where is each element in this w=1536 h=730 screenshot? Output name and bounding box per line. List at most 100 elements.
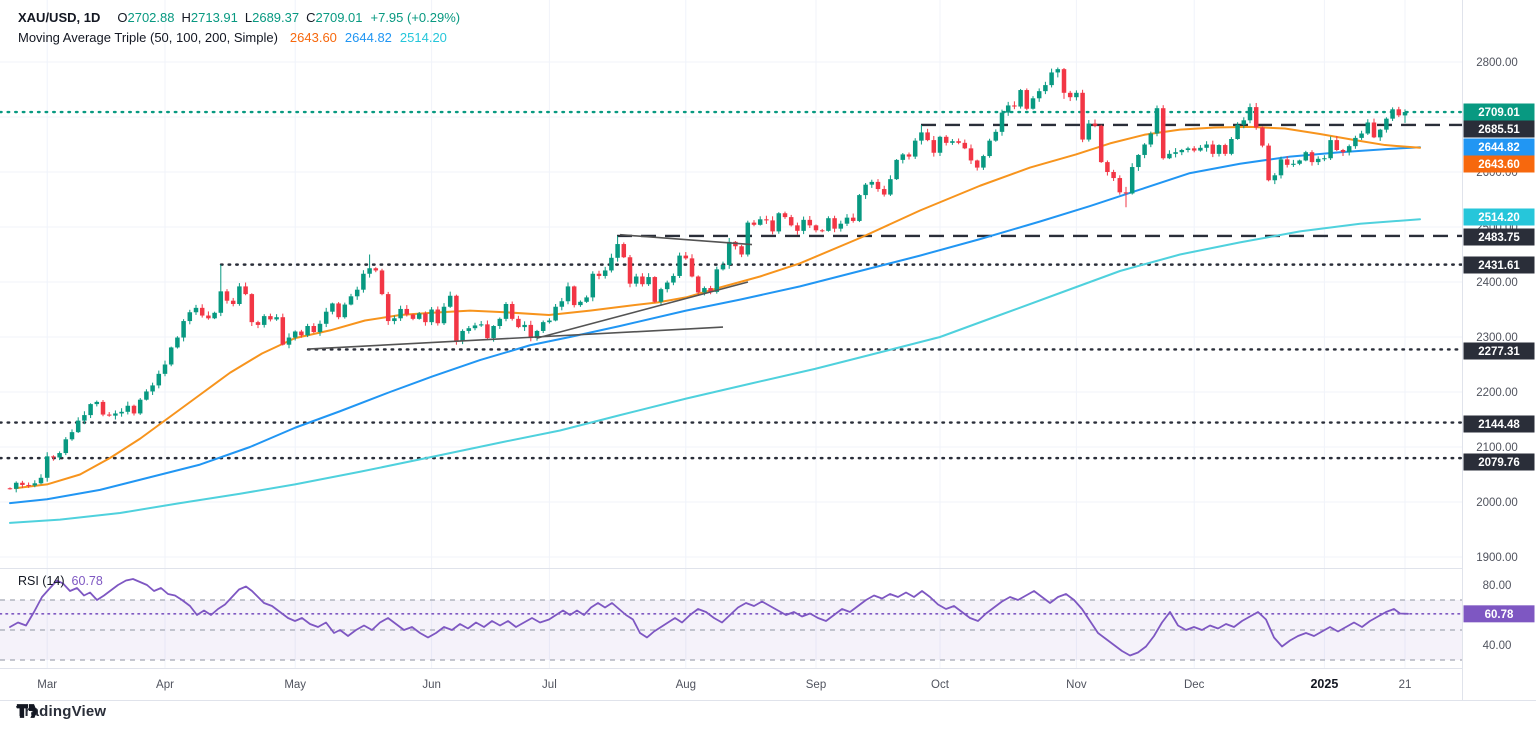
- low-key: L: [244, 10, 253, 25]
- candle: [1024, 90, 1030, 109]
- candle: [925, 132, 930, 141]
- candle: [695, 276, 701, 293]
- candle: [1055, 69, 1061, 73]
- candle: [602, 270, 608, 276]
- price-label-text: 2685.51: [1478, 124, 1520, 136]
- candle: [1117, 178, 1123, 193]
- candle: [1136, 154, 1141, 168]
- candle: [1185, 148, 1191, 150]
- candle: [1222, 145, 1228, 154]
- candle: [20, 482, 25, 485]
- candle: [1148, 133, 1154, 145]
- candle: [125, 405, 131, 412]
- candle: [1167, 153, 1172, 159]
- high-value: 2713.91: [190, 10, 238, 25]
- rsi-plot[interactable]: [0, 578, 1463, 657]
- candle: [1086, 123, 1092, 140]
- candle: [261, 316, 267, 325]
- candle: [7, 488, 13, 490]
- candle: [875, 181, 881, 190]
- candle: [912, 140, 918, 157]
- candle: [286, 337, 292, 345]
- candle: [1123, 192, 1129, 194]
- candle: [720, 264, 726, 270]
- candle: [838, 223, 844, 229]
- time-axis[interactable]: Mar Apr May Jun Jul Aug Sep Oct Nov Dec 2025 21: [37, 677, 1411, 691]
- candle: [974, 160, 980, 168]
- price-label-text: 2483.75: [1478, 232, 1520, 244]
- candle: [212, 312, 217, 319]
- candle: [1346, 146, 1352, 153]
- candle: [1328, 140, 1333, 159]
- candle: [51, 456, 56, 458]
- footer: TradingView: [16, 703, 106, 720]
- candle: [1272, 175, 1278, 181]
- candle: [131, 405, 137, 414]
- candle: [342, 304, 348, 318]
- candle: [509, 304, 515, 319]
- candle: [503, 304, 509, 319]
- candle: [807, 219, 813, 226]
- candle: [472, 325, 478, 329]
- tradingview-logo-icon[interactable]: [16, 703, 40, 719]
- candle: [981, 156, 986, 168]
- candle: [404, 308, 410, 315]
- candle: [348, 296, 354, 305]
- indicator-title[interactable]: Moving Average Triple (50, 100, 200, Sim…: [18, 30, 278, 45]
- candle: [516, 318, 521, 328]
- candle: [454, 295, 459, 341]
- price-tick-label: 1900.00: [1476, 552, 1518, 564]
- candle: [392, 318, 397, 322]
- candle: [987, 140, 992, 157]
- open-key: O: [117, 10, 128, 25]
- candle: [671, 275, 676, 283]
- candle: [497, 318, 503, 326]
- trendlines[interactable]: [307, 233, 753, 350]
- candle: [311, 326, 317, 333]
- candle: [739, 246, 744, 255]
- candle: [1241, 120, 1247, 125]
- symbol-title[interactable]: XAU/USD, 1D: [18, 10, 101, 25]
- candle: [596, 273, 602, 276]
- candle: [894, 159, 899, 180]
- price-label-chip: [1463, 256, 1535, 274]
- candle: [1390, 109, 1395, 119]
- candles[interactable]: [7, 67, 1408, 493]
- price-label-chip: [1463, 120, 1535, 138]
- candle: [937, 136, 943, 153]
- candle: [782, 213, 788, 218]
- price-label-chip: [1463, 342, 1535, 360]
- price-label-text: 2644.82: [1478, 142, 1520, 154]
- candle: [224, 291, 230, 301]
- symbol-legend-row[interactable]: XAU/USD, 1D O2702.88 H2713.91 L2689.37 C2709…: [18, 8, 460, 28]
- rsi-band: [0, 599, 1462, 661]
- tradingview-brand-text[interactable]: TradingView: [16, 703, 107, 720]
- candle: [491, 326, 496, 339]
- candle: [57, 453, 62, 458]
- candle: [429, 309, 434, 323]
- candle: [826, 218, 831, 231]
- candle: [1235, 124, 1240, 139]
- candle: [770, 220, 775, 232]
- candle: [466, 328, 472, 331]
- candle: [69, 432, 75, 440]
- candle: [943, 136, 949, 143]
- candle: [857, 195, 862, 221]
- candle: [88, 404, 93, 416]
- candle: [745, 222, 751, 255]
- candle: [1160, 108, 1166, 159]
- candle: [237, 286, 242, 304]
- candle: [280, 317, 286, 345]
- price-label-text: 60.78: [1485, 609, 1514, 621]
- candle: [255, 322, 261, 325]
- candle: [1266, 145, 1271, 181]
- indicator-legend-row[interactable]: Moving Average Triple (50, 100, 200, Sim…: [18, 28, 460, 48]
- candle: [193, 307, 199, 313]
- ma-lines: [9, 125, 1421, 524]
- candle: [44, 456, 50, 478]
- candle: [336, 303, 341, 318]
- time-axis-label: Dec: [1184, 679, 1205, 691]
- rsi-legend[interactable]: RSI (14) 60.78: [18, 574, 103, 588]
